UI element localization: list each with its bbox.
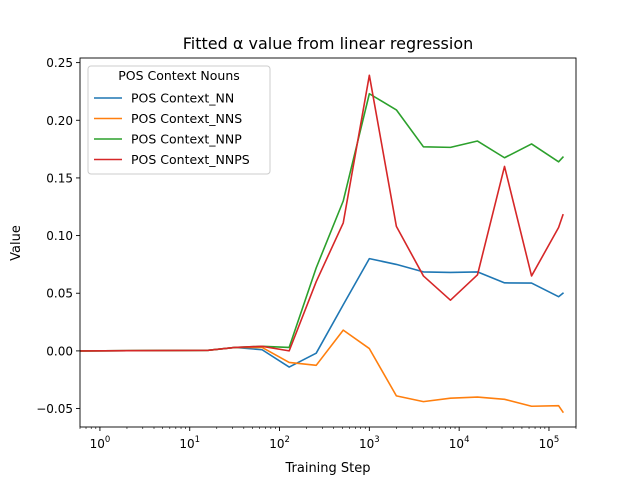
series-line-4 bbox=[80, 74, 564, 352]
legend-entries: POS Context_NN POS Context_NNS POS Context… bbox=[94, 91, 250, 167]
x-axis-ticks: 100 101 102 103 104 105 bbox=[79, 427, 577, 451]
x-tick-label: 104 bbox=[449, 435, 470, 451]
y-axis-label: Value bbox=[9, 225, 24, 261]
chart-title: Fitted α value from linear regression bbox=[183, 34, 474, 53]
legend-label-3: POS Context_NNP bbox=[131, 132, 242, 147]
x-tick-label: 105 bbox=[539, 435, 560, 451]
plot-frame bbox=[79, 57, 577, 428]
legend-label-2: POS Context_NNS bbox=[131, 111, 242, 126]
y-tick-label: 0.25 bbox=[46, 56, 73, 70]
series-lines bbox=[80, 74, 565, 414]
x-tick-label: 102 bbox=[269, 435, 290, 451]
y-tick-label: 0.20 bbox=[46, 114, 73, 128]
legend-label-1: POS Context_NN bbox=[131, 91, 234, 106]
x-axis-label: Training Step bbox=[284, 461, 370, 476]
x-tick-label: 100 bbox=[90, 435, 111, 451]
x-tick-label: 101 bbox=[179, 435, 200, 451]
y-tick-label: 0.15 bbox=[46, 171, 73, 185]
x-tick-label: 103 bbox=[359, 435, 380, 451]
legend-box bbox=[87, 65, 271, 175]
y-axis-ticks: −0.05 0.00 0.05 0.10 0.15 0.20 0.25 bbox=[36, 56, 80, 416]
legend-label-4: POS Context_NNPS bbox=[131, 152, 250, 167]
plot-area bbox=[80, 74, 565, 414]
legend-title: POS Context Nouns bbox=[118, 68, 240, 83]
y-tick-label: 0.05 bbox=[46, 287, 73, 301]
y-tick-label: 0.00 bbox=[46, 344, 73, 358]
y-tick-label: 0.10 bbox=[46, 229, 73, 243]
y-tick-label: −0.05 bbox=[36, 402, 73, 416]
series-line-1 bbox=[80, 257, 565, 368]
